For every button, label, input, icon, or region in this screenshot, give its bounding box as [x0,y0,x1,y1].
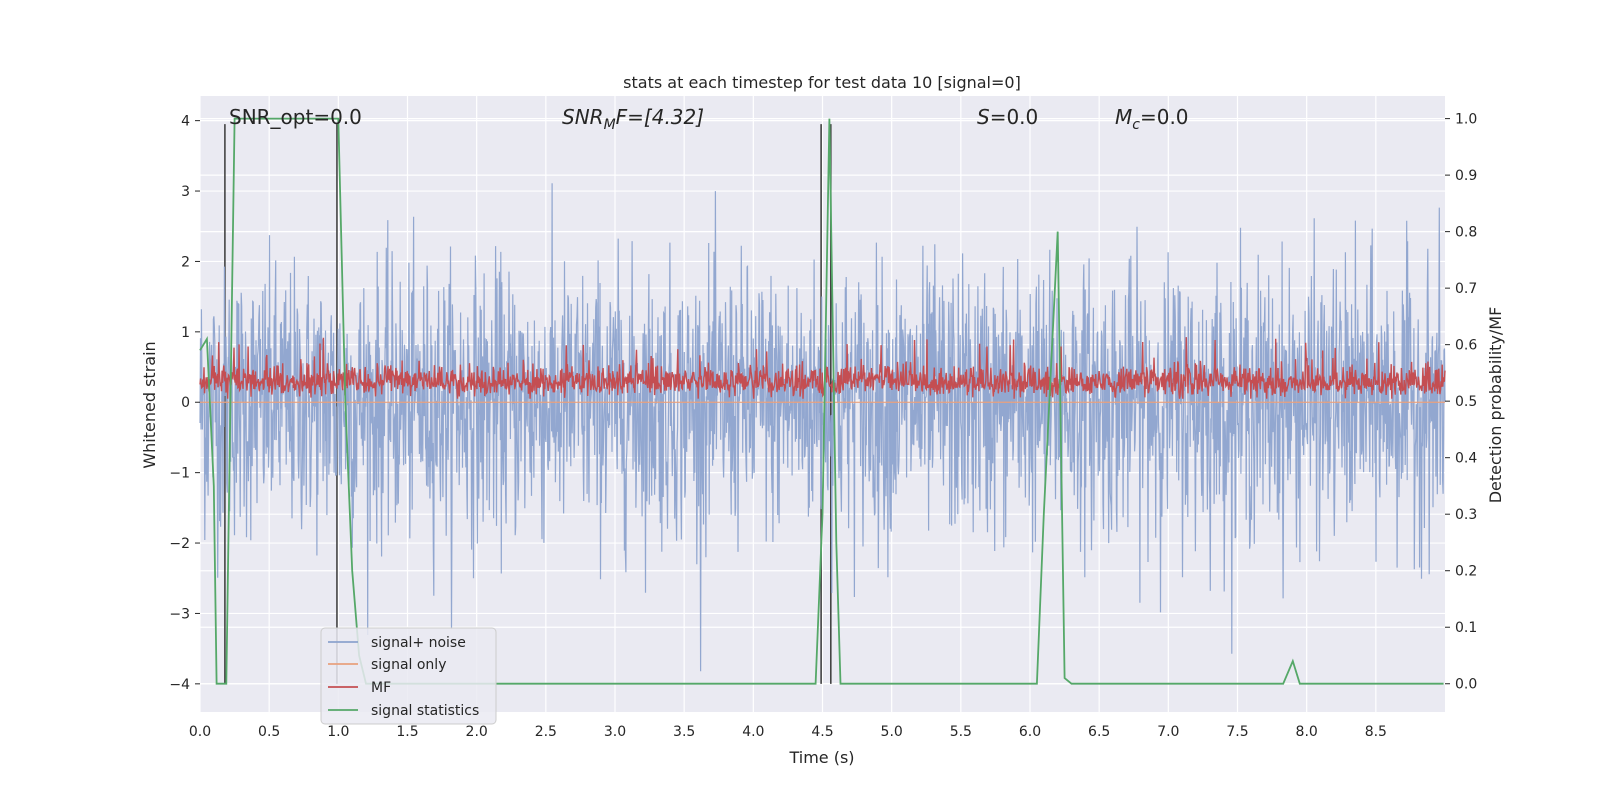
x-tick-label: 2.5 [535,724,557,740]
x-tick-label: 0.0 [189,724,211,740]
signal-statistics-line [199,117,1444,685]
chart-title: stats at each timestep for test data 10 … [623,73,1021,92]
legend: signal+ noise signal only MF signal stat… [320,627,497,725]
x-tick-label: 6.0 [1019,724,1041,740]
x-tick-label: 7.5 [1226,724,1248,740]
y-left-axis-ticks: 4 3 2 1 0 −1 −2 −3 −4 [169,114,200,693]
y-right-tick-label: 0.8 [1455,225,1477,241]
y-left-tick-label: −3 [169,606,190,622]
x-tick-label: 7.0 [1157,724,1179,740]
y-left-tick-label: −2 [169,536,190,552]
y-left-axis-label: Whitened strain [140,341,159,468]
signal-statistics-series [199,117,1444,685]
x-tick-label: 2.0 [466,724,488,740]
s-annotation: S=0.0 [977,105,1038,129]
y-right-tick-label: 0.0 [1455,677,1477,693]
y-left-tick-label: 4 [181,114,190,130]
snr-mf-annotation: SNRMF=[4.32] [562,105,704,133]
x-tick-label: 3.5 [673,724,695,740]
mf-series [199,337,1446,399]
y-right-tick-label: 0.7 [1455,281,1477,297]
x-tick-label: 5.5 [950,724,972,740]
x-tick-label: 1.0 [327,724,349,740]
legend-box [320,627,497,725]
y-right-tick-label: 0.3 [1455,507,1477,523]
legend-label-signal-noise: signal+ noise [371,635,466,651]
snr-opt-annotation: SNR_opt=0.0 [229,105,362,129]
y-left-tick-label: 2 [181,254,190,270]
signal-noise-series [199,183,1446,672]
y-left-tick-label: 3 [181,184,190,200]
x-tick-label: 6.5 [1088,724,1110,740]
x-tick-label: 4.0 [742,724,764,740]
x-tick-label: 1.5 [396,724,418,740]
legend-label-mf: MF [371,680,391,696]
y-right-axis-ticks: 1.0 0.9 0.8 0.7 0.6 0.5 0.4 0.3 0.2 0.1 0.0 [1445,112,1477,693]
y-left-tick-label: 1 [181,325,190,341]
x-tick-label: 0.5 [258,724,280,740]
y-left-tick-label: −4 [169,677,190,693]
x-axis-ticks: 0.0 0.5 1.0 1.5 2.0 2.5 3.0 3.5 4.0 4.5 5.0 5.5 6.0 6… [189,724,1387,740]
x-tick-label: 8.5 [1365,724,1387,740]
legend-label-signal-statistics: signal statistics [371,703,479,719]
y-left-tick-label: −1 [169,466,190,482]
y-right-tick-label: 0.4 [1455,451,1477,467]
legend-label-signal-only: signal only [371,657,446,673]
y-right-axis-label: Detection probability/MF [1486,307,1505,504]
y-right-tick-label: 0.1 [1455,620,1477,636]
x-axis-label: Time (s) [788,748,854,767]
mc-annotation: Mc=0.0 [1115,105,1189,133]
y-right-tick-label: 0.5 [1455,394,1477,410]
x-tick-label: 4.5 [811,724,833,740]
x-tick-label: 8.0 [1296,724,1318,740]
x-tick-label: 5.0 [881,724,903,740]
y-right-tick-label: 1.0 [1455,112,1477,128]
y-right-tick-label: 0.9 [1455,168,1477,184]
y-left-tick-label: 0 [181,395,190,411]
x-tick-label: 3.0 [604,724,626,740]
y-right-tick-label: 0.2 [1455,564,1477,580]
mf-line [199,337,1446,399]
y-right-tick-label: 0.6 [1455,338,1477,354]
signal-noise-line [199,183,1446,672]
